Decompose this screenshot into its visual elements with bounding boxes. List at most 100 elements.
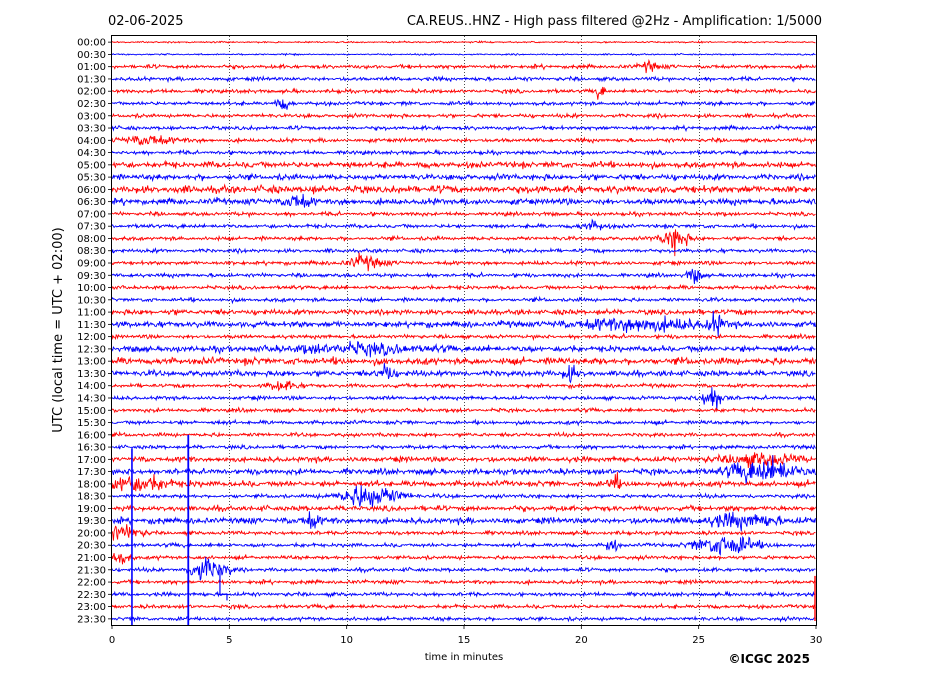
trace-1530	[111, 418, 816, 427]
y-tick-label: 18:30	[77, 492, 106, 503]
y-tick-label: 04:00	[77, 136, 106, 147]
x-axis-ticks: 0 5 10 15 20 25 30	[109, 625, 823, 646]
trace-1600	[111, 430, 816, 439]
y-tick-label: 17:00	[77, 455, 106, 466]
y-tick-label: 06:00	[77, 185, 106, 196]
x-axis-label: time in minutes	[425, 652, 504, 663]
y-tick-label: 20:00	[77, 528, 106, 539]
trace-1130	[111, 310, 816, 337]
y-tick-label: 02:00	[77, 87, 106, 98]
y-tick-label: 10:00	[77, 283, 106, 294]
trace-0200	[111, 86, 816, 100]
trace-1730	[111, 455, 816, 485]
y-tick-label: 04:30	[77, 148, 106, 159]
trace-group	[111, 39, 816, 625]
y-tick-label: 19:30	[77, 516, 106, 527]
trace-0130	[111, 74, 816, 84]
trace-1230	[111, 340, 816, 358]
trace-0500	[111, 159, 816, 170]
trace-2100	[111, 553, 816, 565]
trace-0430	[111, 148, 816, 157]
trace-0230	[111, 98, 816, 110]
trace-0300	[111, 112, 816, 120]
trace-2130	[111, 556, 816, 581]
y-tick-label: 09:30	[77, 271, 106, 282]
trace-0800	[111, 229, 816, 257]
vertical-grid	[229, 36, 700, 625]
y-axis-label: UTC (local time = UTC + 02:00)	[51, 227, 66, 432]
y-tick-label: 14:30	[77, 393, 106, 404]
trace-1800	[111, 472, 816, 492]
chart-title-station: CA.REUS..HNZ - High pass filtered @2Hz -…	[407, 14, 822, 29]
trace-1930	[111, 511, 816, 532]
y-tick-label: 10:30	[77, 295, 106, 306]
y-tick-label: 16:30	[77, 443, 106, 454]
y-tick-label: 07:30	[77, 222, 106, 233]
y-tick-label: 13:00	[77, 357, 106, 368]
chart-title-date: 02-06-2025	[108, 14, 184, 29]
y-tick-label: 02:30	[77, 99, 106, 110]
copyright-label: ©ICGC 2025	[728, 652, 810, 666]
trace-0900	[111, 252, 816, 272]
y-tick-label: 01:30	[77, 74, 106, 85]
trace-1630	[111, 443, 816, 452]
y-tick-label: 15:00	[77, 406, 106, 417]
trace-1500	[111, 406, 816, 414]
trace-0630	[111, 193, 816, 208]
x-tick-label: 30	[810, 635, 823, 646]
trace-0330	[111, 123, 816, 133]
y-tick-label: 12:30	[77, 344, 106, 355]
trace-0600	[111, 183, 816, 195]
y-tick-label: 06:30	[77, 197, 106, 208]
trace-2030	[111, 535, 816, 556]
y-tick-label: 05:30	[77, 173, 106, 184]
trace-1330	[111, 363, 816, 384]
trace-0730	[111, 218, 816, 231]
y-tick-label: 07:00	[77, 209, 106, 220]
y-tick-label: 08:30	[77, 246, 106, 257]
y-tick-label: 09:00	[77, 259, 106, 270]
y-tick-label: 17:30	[77, 467, 106, 478]
trace-1300	[111, 355, 816, 367]
y-tick-label: 11:00	[77, 308, 106, 319]
y-tick-label: 03:30	[77, 124, 106, 135]
y-tick-label: 13:30	[77, 369, 106, 380]
y-tick-label: 05:00	[77, 160, 106, 171]
trace-0830	[111, 247, 816, 255]
y-tick-label: 22:00	[77, 578, 106, 589]
y-tick-label: 15:30	[77, 418, 106, 429]
trace-2230	[111, 590, 816, 599]
y-tick-label: 19:00	[77, 504, 106, 515]
trace-0100	[111, 58, 816, 74]
trace-0530	[111, 172, 816, 183]
trace-1430	[111, 387, 816, 411]
trace-2200	[111, 578, 816, 587]
plot-frame	[111, 35, 817, 626]
trace-0700	[111, 210, 816, 219]
y-tick-label: 23:00	[77, 602, 106, 613]
trace-1100	[111, 307, 816, 317]
y-tick-label: 08:00	[77, 234, 106, 245]
x-tick-label: 0	[109, 635, 115, 646]
y-tick-label: 22:30	[77, 590, 106, 601]
x-tick-label: 15	[458, 635, 471, 646]
y-tick-label: 23:30	[77, 614, 106, 625]
y-tick-label: 12:00	[77, 332, 106, 343]
y-tick-label: 21:00	[77, 553, 106, 564]
x-tick-label: 10	[340, 635, 353, 646]
trace-0930	[111, 268, 816, 285]
trace-1900	[111, 504, 816, 513]
x-tick-label: 5	[226, 635, 232, 646]
trace-1400	[111, 380, 816, 392]
y-tick-label: 18:00	[77, 479, 106, 490]
trace-0400	[111, 135, 816, 146]
step-trace	[219, 569, 228, 601]
trace-1700	[111, 452, 816, 469]
y-tick-label: 00:00	[77, 38, 106, 49]
trace-1830	[111, 485, 816, 509]
y-tick-label: 11:30	[77, 320, 106, 331]
y-tick-label: 21:30	[77, 565, 106, 576]
y-tick-label: 00:30	[77, 50, 106, 61]
